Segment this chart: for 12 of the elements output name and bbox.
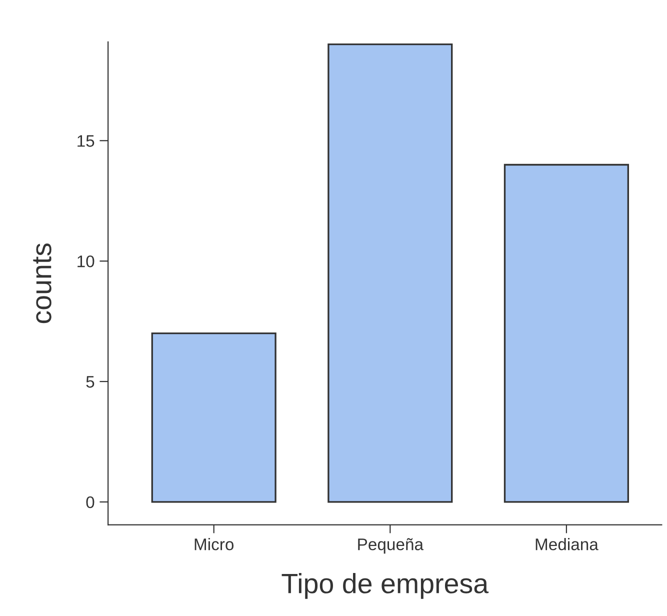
x-tick-label: Pequeña	[358, 538, 424, 554]
bar	[328, 43, 453, 503]
bar	[151, 332, 276, 503]
x-tick-label: Mediana	[536, 538, 598, 550]
y-tick-label: 10	[78, 255, 94, 268]
x-tick-label: Micro	[194, 538, 234, 550]
bar	[504, 164, 629, 503]
y-tick-label: 5	[86, 376, 94, 388]
y-tick-label: 15	[78, 135, 94, 147]
y-tick-label: 0	[86, 496, 94, 508]
x-axis-title: Tipo de empresa	[282, 573, 489, 599]
y-axis-title: counts	[33, 243, 52, 324]
